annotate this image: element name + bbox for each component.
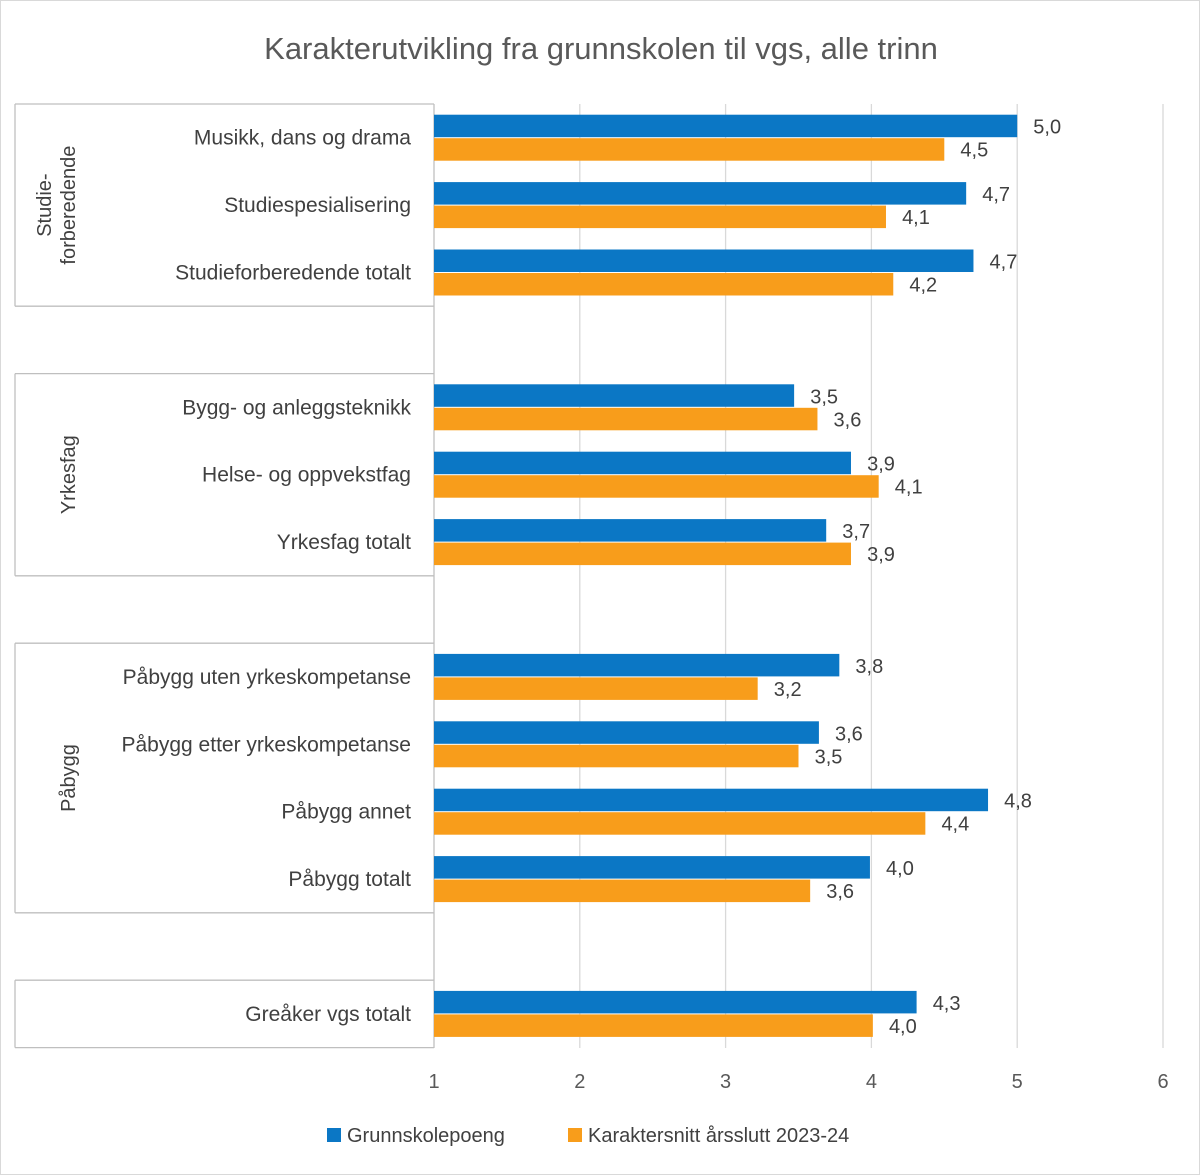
data-label-karaktersnitt: 3,9 bbox=[867, 544, 895, 566]
data-label-grunnskolepoeng: 3,5 bbox=[810, 386, 838, 408]
legend-label: Grunnskolepoeng bbox=[347, 1125, 505, 1147]
bar-grunnskolepoeng bbox=[434, 856, 870, 879]
x-tick-label: 3 bbox=[720, 1071, 731, 1093]
data-label-grunnskolepoeng: 3,8 bbox=[855, 656, 883, 678]
bar-grunnskolepoeng bbox=[434, 788, 989, 812]
group-label: forberedende bbox=[58, 146, 80, 265]
data-label-grunnskolepoeng: 3,7 bbox=[842, 521, 870, 543]
x-tick-label: 5 bbox=[1012, 1071, 1023, 1093]
gridlines bbox=[579, 104, 1164, 1048]
data-label-karaktersnitt: 4,1 bbox=[902, 207, 930, 229]
category-label: Påbygg etter yrkeskompetanse bbox=[122, 733, 412, 756]
category-label: Helse- og oppvekstfag bbox=[202, 464, 411, 487]
x-tick-label: 6 bbox=[1157, 1071, 1168, 1093]
category-label: Påbygg totalt bbox=[288, 868, 411, 891]
bar-grunnskolepoeng bbox=[434, 249, 974, 272]
bar-grunnskolepoeng bbox=[434, 114, 1018, 138]
x-tick-label: 4 bbox=[866, 1071, 877, 1093]
group-label: Yrkesfag bbox=[58, 435, 80, 514]
bar-karaktersnitt bbox=[434, 407, 818, 431]
category-label: Studieforberedende totalt bbox=[175, 262, 411, 285]
bars bbox=[434, 114, 1018, 1037]
category-label: Bygg- og anleggsteknikk bbox=[182, 396, 411, 419]
data-label-karaktersnitt: 4,5 bbox=[960, 140, 988, 162]
x-tick-label: 1 bbox=[428, 1071, 439, 1093]
bar-karaktersnitt bbox=[434, 138, 945, 161]
data-label-grunnskolepoeng: 3,6 bbox=[835, 723, 863, 745]
data-label-grunnskolepoeng: 4,8 bbox=[1004, 791, 1032, 813]
category-label: Studiespesialisering bbox=[224, 194, 411, 217]
category-label: Påbygg annet bbox=[281, 801, 411, 824]
category-label: Yrkesfag totalt bbox=[277, 531, 411, 554]
data-label-grunnskolepoeng: 4,3 bbox=[933, 993, 961, 1015]
data-label-karaktersnitt: 3,5 bbox=[815, 746, 843, 768]
bar-karaktersnitt bbox=[434, 475, 879, 498]
legend: Grunnskolepoeng Karaktersnitt årsslutt 20… bbox=[327, 1125, 849, 1147]
group-label: Studie- bbox=[34, 173, 56, 236]
bar-karaktersnitt bbox=[434, 542, 851, 566]
data-label-grunnskolepoeng: 4,7 bbox=[982, 184, 1010, 206]
bar-grunnskolepoeng bbox=[434, 451, 851, 475]
bar-grunnskolepoeng bbox=[434, 990, 917, 1014]
bar-grunnskolepoeng bbox=[434, 384, 795, 407]
category-label: Greåker vgs totalt bbox=[245, 1003, 411, 1026]
legend-label: Karaktersnitt årsslutt 2023-24 bbox=[588, 1125, 849, 1147]
data-label-karaktersnitt: 4,2 bbox=[909, 275, 937, 297]
bar-grunnskolepoeng bbox=[434, 519, 827, 542]
data-label-karaktersnitt: 3,6 bbox=[834, 409, 862, 431]
data-label-karaktersnitt: 4,4 bbox=[941, 814, 969, 836]
data-label-grunnskolepoeng: 4,7 bbox=[990, 252, 1018, 274]
bar-karaktersnitt bbox=[434, 273, 894, 296]
bar-grunnskolepoeng bbox=[434, 653, 840, 677]
bar-karaktersnitt bbox=[434, 744, 799, 768]
data-label-karaktersnitt: 4,0 bbox=[889, 1016, 917, 1038]
bar-grunnskolepoeng bbox=[434, 182, 967, 205]
category-label: Påbygg uten yrkeskompetanse bbox=[123, 666, 411, 689]
bar-karaktersnitt bbox=[434, 205, 886, 229]
data-label-karaktersnitt: 4,1 bbox=[895, 477, 923, 499]
data-label-grunnskolepoeng: 5,0 bbox=[1033, 117, 1061, 139]
bar-karaktersnitt bbox=[434, 1014, 873, 1037]
category-axis: Musikk, dans og drama Studiespesialiserin… bbox=[14, 103, 435, 1049]
legend-swatch bbox=[568, 1128, 582, 1142]
data-label-grunnskolepoeng: 4,0 bbox=[886, 858, 914, 880]
data-label-karaktersnitt: 3,2 bbox=[774, 679, 802, 701]
bar-karaktersnitt bbox=[434, 879, 811, 903]
bar-karaktersnitt bbox=[434, 677, 758, 700]
group-label: Påbygg bbox=[58, 744, 80, 812]
data-labels: 5,04,54,74,14,74,23,53,63,94,13,73,93,83… bbox=[774, 117, 1061, 1038]
bar-karaktersnitt bbox=[434, 812, 926, 835]
category-label: Musikk, dans og drama bbox=[194, 127, 411, 150]
chart-title: Karakterutvikling fra grunnskolen til vg… bbox=[264, 31, 938, 66]
legend-swatch bbox=[327, 1128, 341, 1142]
bar-grunnskolepoeng bbox=[434, 721, 819, 744]
x-axis-ticks: 1 2 3 4 5 6 bbox=[428, 1071, 1168, 1093]
data-label-grunnskolepoeng: 3,9 bbox=[867, 454, 895, 476]
x-tick-label: 2 bbox=[574, 1071, 585, 1093]
data-label-karaktersnitt: 3,6 bbox=[826, 881, 854, 903]
